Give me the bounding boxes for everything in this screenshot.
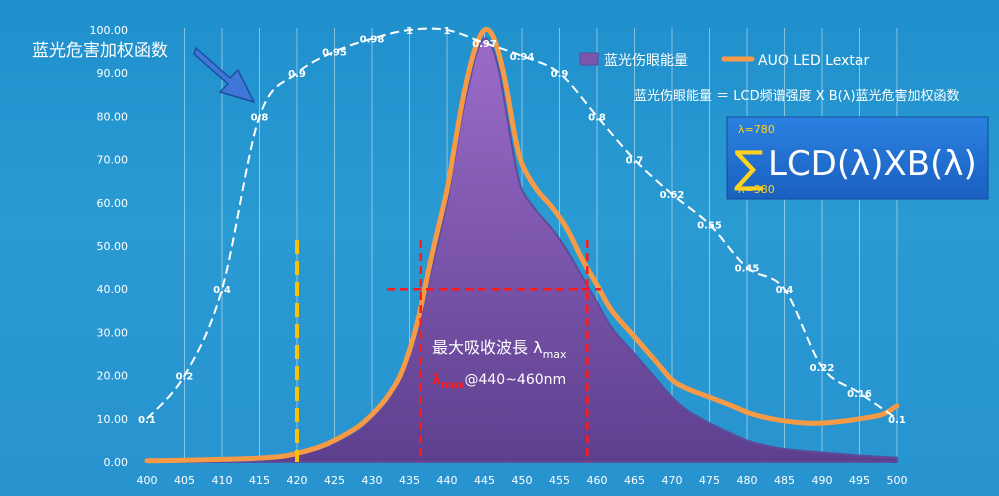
- x-axis-ticks: 400 405 410 415 420 425 430 435 440 445 450 455 460 4…: [137, 474, 908, 487]
- x-tick-label: 440: [437, 474, 458, 487]
- sum-lower-limit: λ=380: [738, 183, 775, 196]
- y-tick-label: 20.00: [97, 370, 129, 383]
- weighting-point-label: 0.62: [660, 190, 685, 201]
- y-tick-label: 70.00: [97, 154, 129, 167]
- marker-lines: [295, 240, 601, 462]
- sum-symbol: ∑: [734, 142, 764, 193]
- x-tick-label: 425: [324, 474, 345, 487]
- weighting-function-title: 蓝光危害加权函数: [32, 41, 168, 61]
- weighting-point-label: 0.98: [360, 35, 385, 46]
- weighting-curve-line: [146, 27, 898, 420]
- x-tick-label: 495: [849, 474, 870, 487]
- weighting-point-label: 0.45: [735, 264, 760, 275]
- x-tick-label: 470: [662, 474, 683, 487]
- legend: 蓝光伤眼能量 AUO LED Lextar: [579, 52, 869, 69]
- x-tick-label: 500: [887, 474, 908, 487]
- x-tick-label: 415: [249, 474, 270, 487]
- weighting-point-label: 0.2: [176, 372, 194, 383]
- y-tick-label: 40.00: [97, 283, 129, 296]
- weighting-point-label: 0.95: [322, 48, 347, 59]
- legend-swatch-area: [579, 52, 599, 66]
- x-tick-label: 430: [362, 474, 383, 487]
- weighting-point-label: 0.9: [288, 69, 306, 80]
- weighting-point-label: 0.8: [588, 112, 606, 123]
- x-tick-label: 490: [812, 474, 833, 487]
- weighting-point-label: 0.16: [847, 389, 872, 400]
- y-tick-label: 60.00: [97, 197, 129, 210]
- arrow-icon: [193, 46, 256, 104]
- x-tick-label: 465: [624, 474, 645, 487]
- weighting-point-label: 0.1: [888, 415, 906, 426]
- y-tick-label: 90.00: [97, 67, 129, 80]
- series-area-blue-energy: [146, 37, 898, 463]
- sum-expression: LCD(λ)XB(λ): [768, 144, 977, 184]
- y-tick-label: 80.00: [97, 110, 129, 123]
- x-tick-label: 460: [587, 474, 608, 487]
- formula-text: 蓝光伤眼能量 ＝ LCD频谱强度 X B(λ)蓝光危害加权函数: [634, 88, 960, 104]
- y-tick-label: 10.00: [97, 413, 129, 426]
- x-tick-label: 450: [512, 474, 533, 487]
- x-tick-label: 420: [287, 474, 308, 487]
- max-range-label: λmax@440~460nm: [432, 372, 566, 391]
- x-tick-label: 475: [699, 474, 720, 487]
- x-tick-label: 435: [399, 474, 420, 487]
- weighting-curve: 0.1 0.2 0.4 0.8 0.9 0.95 0.98 1 1 0.97 0.94 0.9 0.8 0…: [138, 26, 906, 426]
- y-tick-label: 50.00: [97, 240, 129, 253]
- weighting-point-label: 1: [444, 26, 451, 37]
- x-tick-label: 410: [212, 474, 233, 487]
- weighting-point-label: 0.7: [626, 156, 644, 167]
- weighting-point-label: 0.94: [510, 52, 535, 63]
- weighting-point-label: 0.97: [472, 39, 497, 50]
- weighting-point-label: 0.4: [776, 285, 794, 296]
- y-tick-label: 100.00: [90, 24, 129, 37]
- x-tick-label: 400: [137, 474, 158, 487]
- summation-box: λ=780 ∑ LCD(λ)XB(λ) λ=380: [726, 116, 989, 200]
- weighting-point-label: 0.22: [810, 363, 835, 374]
- weighting-point-label: 0.8: [251, 112, 269, 123]
- x-tick-label: 455: [549, 474, 570, 487]
- max-absorption-label: 最大吸收波長 λmax: [432, 338, 567, 361]
- weighting-point-label: 0.1: [138, 415, 156, 426]
- weighting-point-label: 0.4: [213, 285, 231, 296]
- series-line-auo-led: [144, 26, 900, 464]
- sum-upper-limit: λ=780: [738, 123, 775, 136]
- weighting-point-label: 0.9: [551, 69, 569, 80]
- y-tick-label: 30.00: [97, 326, 129, 339]
- weighting-point-label: 1: [406, 26, 413, 37]
- weighting-point-label: 0.55: [697, 220, 722, 231]
- x-tick-label: 445: [474, 474, 495, 487]
- y-axis-ticks: 0.00 10.00 20.00 30.00 40.00 50.00 60.00 70.00 8…: [90, 24, 129, 469]
- x-tick-label: 485: [774, 474, 795, 487]
- x-tick-label: 480: [737, 474, 758, 487]
- y-tick-label: 0.00: [104, 456, 129, 469]
- legend-label-area: 蓝光伤眼能量: [604, 53, 688, 69]
- x-tick-label: 405: [174, 474, 195, 487]
- legend-label-line: AUO LED Lextar: [758, 53, 869, 69]
